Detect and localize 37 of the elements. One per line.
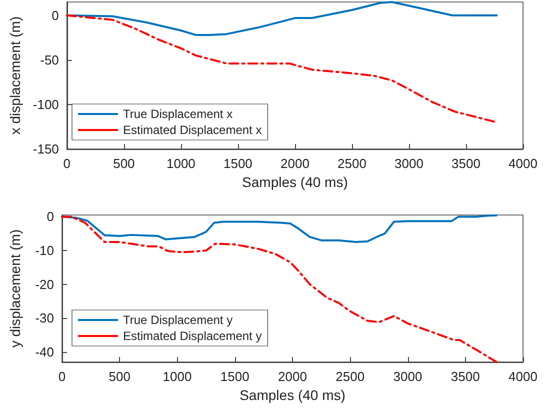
- x-tick-label: 3500: [452, 156, 480, 171]
- legend-label: True Displacement y: [123, 313, 233, 327]
- y-tick-label: -20: [35, 276, 54, 292]
- legend-label: Estimated Displacement x: [123, 123, 262, 137]
- x-tick-label: 3000: [393, 369, 422, 384]
- y-tick-label: 0: [46, 209, 54, 224]
- x-axis-title: Samples (40 ms): [240, 386, 346, 403]
- y-tick-label: -30: [35, 310, 54, 326]
- line-series: [61, 214, 498, 244]
- x-tick-label: 4000: [508, 369, 538, 384]
- x-axis-title: Samples (40 ms): [242, 174, 348, 190]
- line-series: [61, 216, 498, 363]
- x-tick-label: 500: [113, 156, 135, 171]
- x-tick-label: 2000: [280, 156, 310, 171]
- y-tick-label: -10: [35, 242, 54, 258]
- line-series: [66, 14, 498, 124]
- x-tick-label: 1000: [162, 369, 192, 384]
- x-tick-label: 500: [108, 369, 130, 384]
- x-tick-label: 3500: [450, 369, 480, 384]
- y-tick-label: -100: [32, 96, 59, 112]
- legend-label: True Displacement x: [123, 107, 233, 121]
- x-tick-label: 3000: [394, 156, 424, 171]
- x-tick-label: 2000: [278, 369, 307, 384]
- y-axis-title: x displacement (m): [7, 16, 23, 135]
- y-tick-label: 0: [52, 8, 59, 23]
- y-tick-label: -50: [40, 52, 59, 68]
- x-tick-label: 1000: [166, 156, 196, 171]
- y-tick-label: -40: [35, 344, 54, 360]
- x-tick-label: 2500: [336, 369, 365, 384]
- x-tick-label: 4000: [508, 156, 538, 171]
- x-tick-label: 0: [63, 156, 71, 171]
- x-tick-label: 1500: [223, 156, 252, 171]
- y-axis-title: y displacement (m): [7, 229, 23, 348]
- x-tick-label: 2500: [338, 156, 366, 171]
- x-tick-label: 1500: [220, 369, 250, 384]
- y-tick-label: -150: [32, 142, 59, 156]
- legend-label: Estimated Displacement y: [123, 329, 262, 343]
